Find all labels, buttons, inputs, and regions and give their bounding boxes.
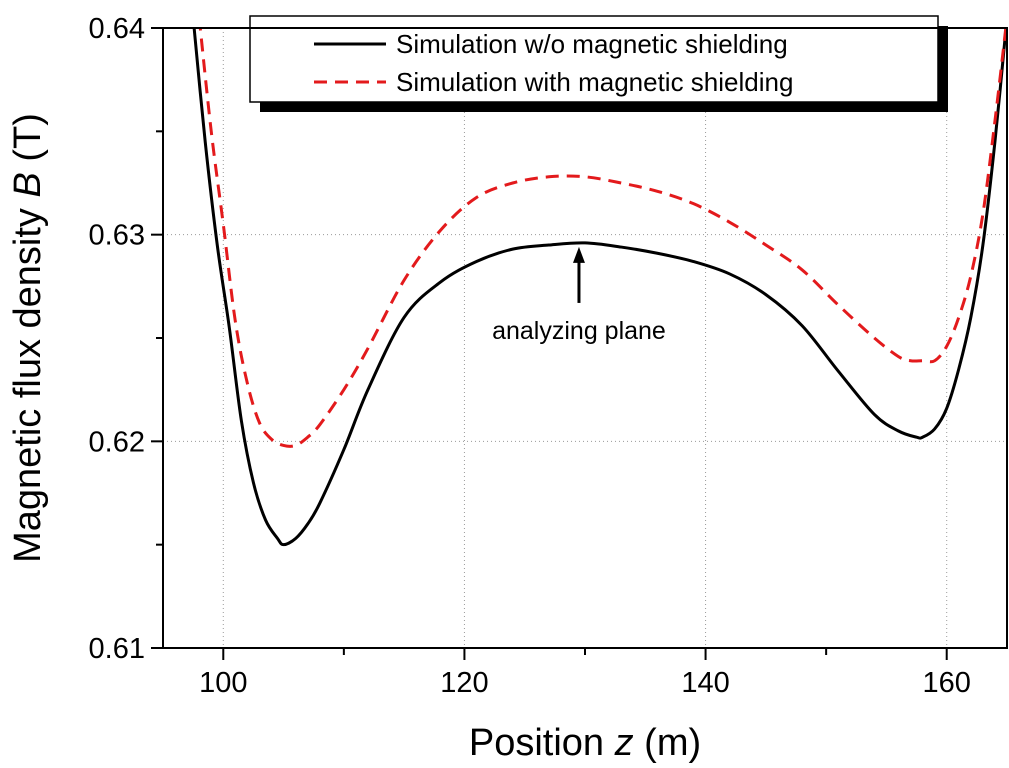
y-tick-label: 0.62	[89, 426, 145, 458]
x-axis-title-prefix: Position	[469, 722, 615, 764]
x-tick-label: 100	[199, 667, 247, 699]
series-line-with-shielding	[198, 28, 1007, 448]
x-axis-title-suffix: (m)	[634, 722, 702, 764]
legend-label: Simulation with magnetic shielding	[396, 67, 793, 97]
annotation-group: analyzing plane	[492, 246, 666, 345]
y-tick-label: 0.64	[89, 13, 145, 45]
legend: Simulation w/o magnetic shielding Simulat…	[249, 15, 948, 112]
axis-ticks	[151, 27, 948, 660]
y-axis-title-variable: B	[7, 172, 49, 197]
y-axis-title-prefix: Magnetic flux density	[7, 198, 49, 563]
y-tick-label: 0.61	[89, 633, 145, 665]
y-axis-title: Magnetic flux density B (T)	[7, 113, 49, 563]
series-line-without-shielding	[192, 28, 1007, 547]
legend-box	[249, 15, 939, 103]
x-axis-title: Position z (m)	[469, 722, 701, 764]
axis-labels: 100 120 140 160 0.61 0.62 0.63 0.64 Position z (…	[7, 13, 971, 764]
annotation-arrow-head	[572, 246, 585, 263]
annotation-text: analyzing plane	[492, 317, 666, 345]
y-axis-title-suffix: (T)	[7, 113, 49, 172]
x-tick-label: 160	[923, 667, 971, 699]
x-tick-label: 120	[440, 667, 488, 699]
y-tick-label: 0.63	[89, 220, 145, 252]
series-group	[192, 28, 1007, 547]
x-tick-label: 140	[681, 667, 729, 699]
x-axis-title-variable: z	[614, 722, 634, 764]
legend-label: Simulation w/o magnetic shielding	[396, 29, 788, 59]
